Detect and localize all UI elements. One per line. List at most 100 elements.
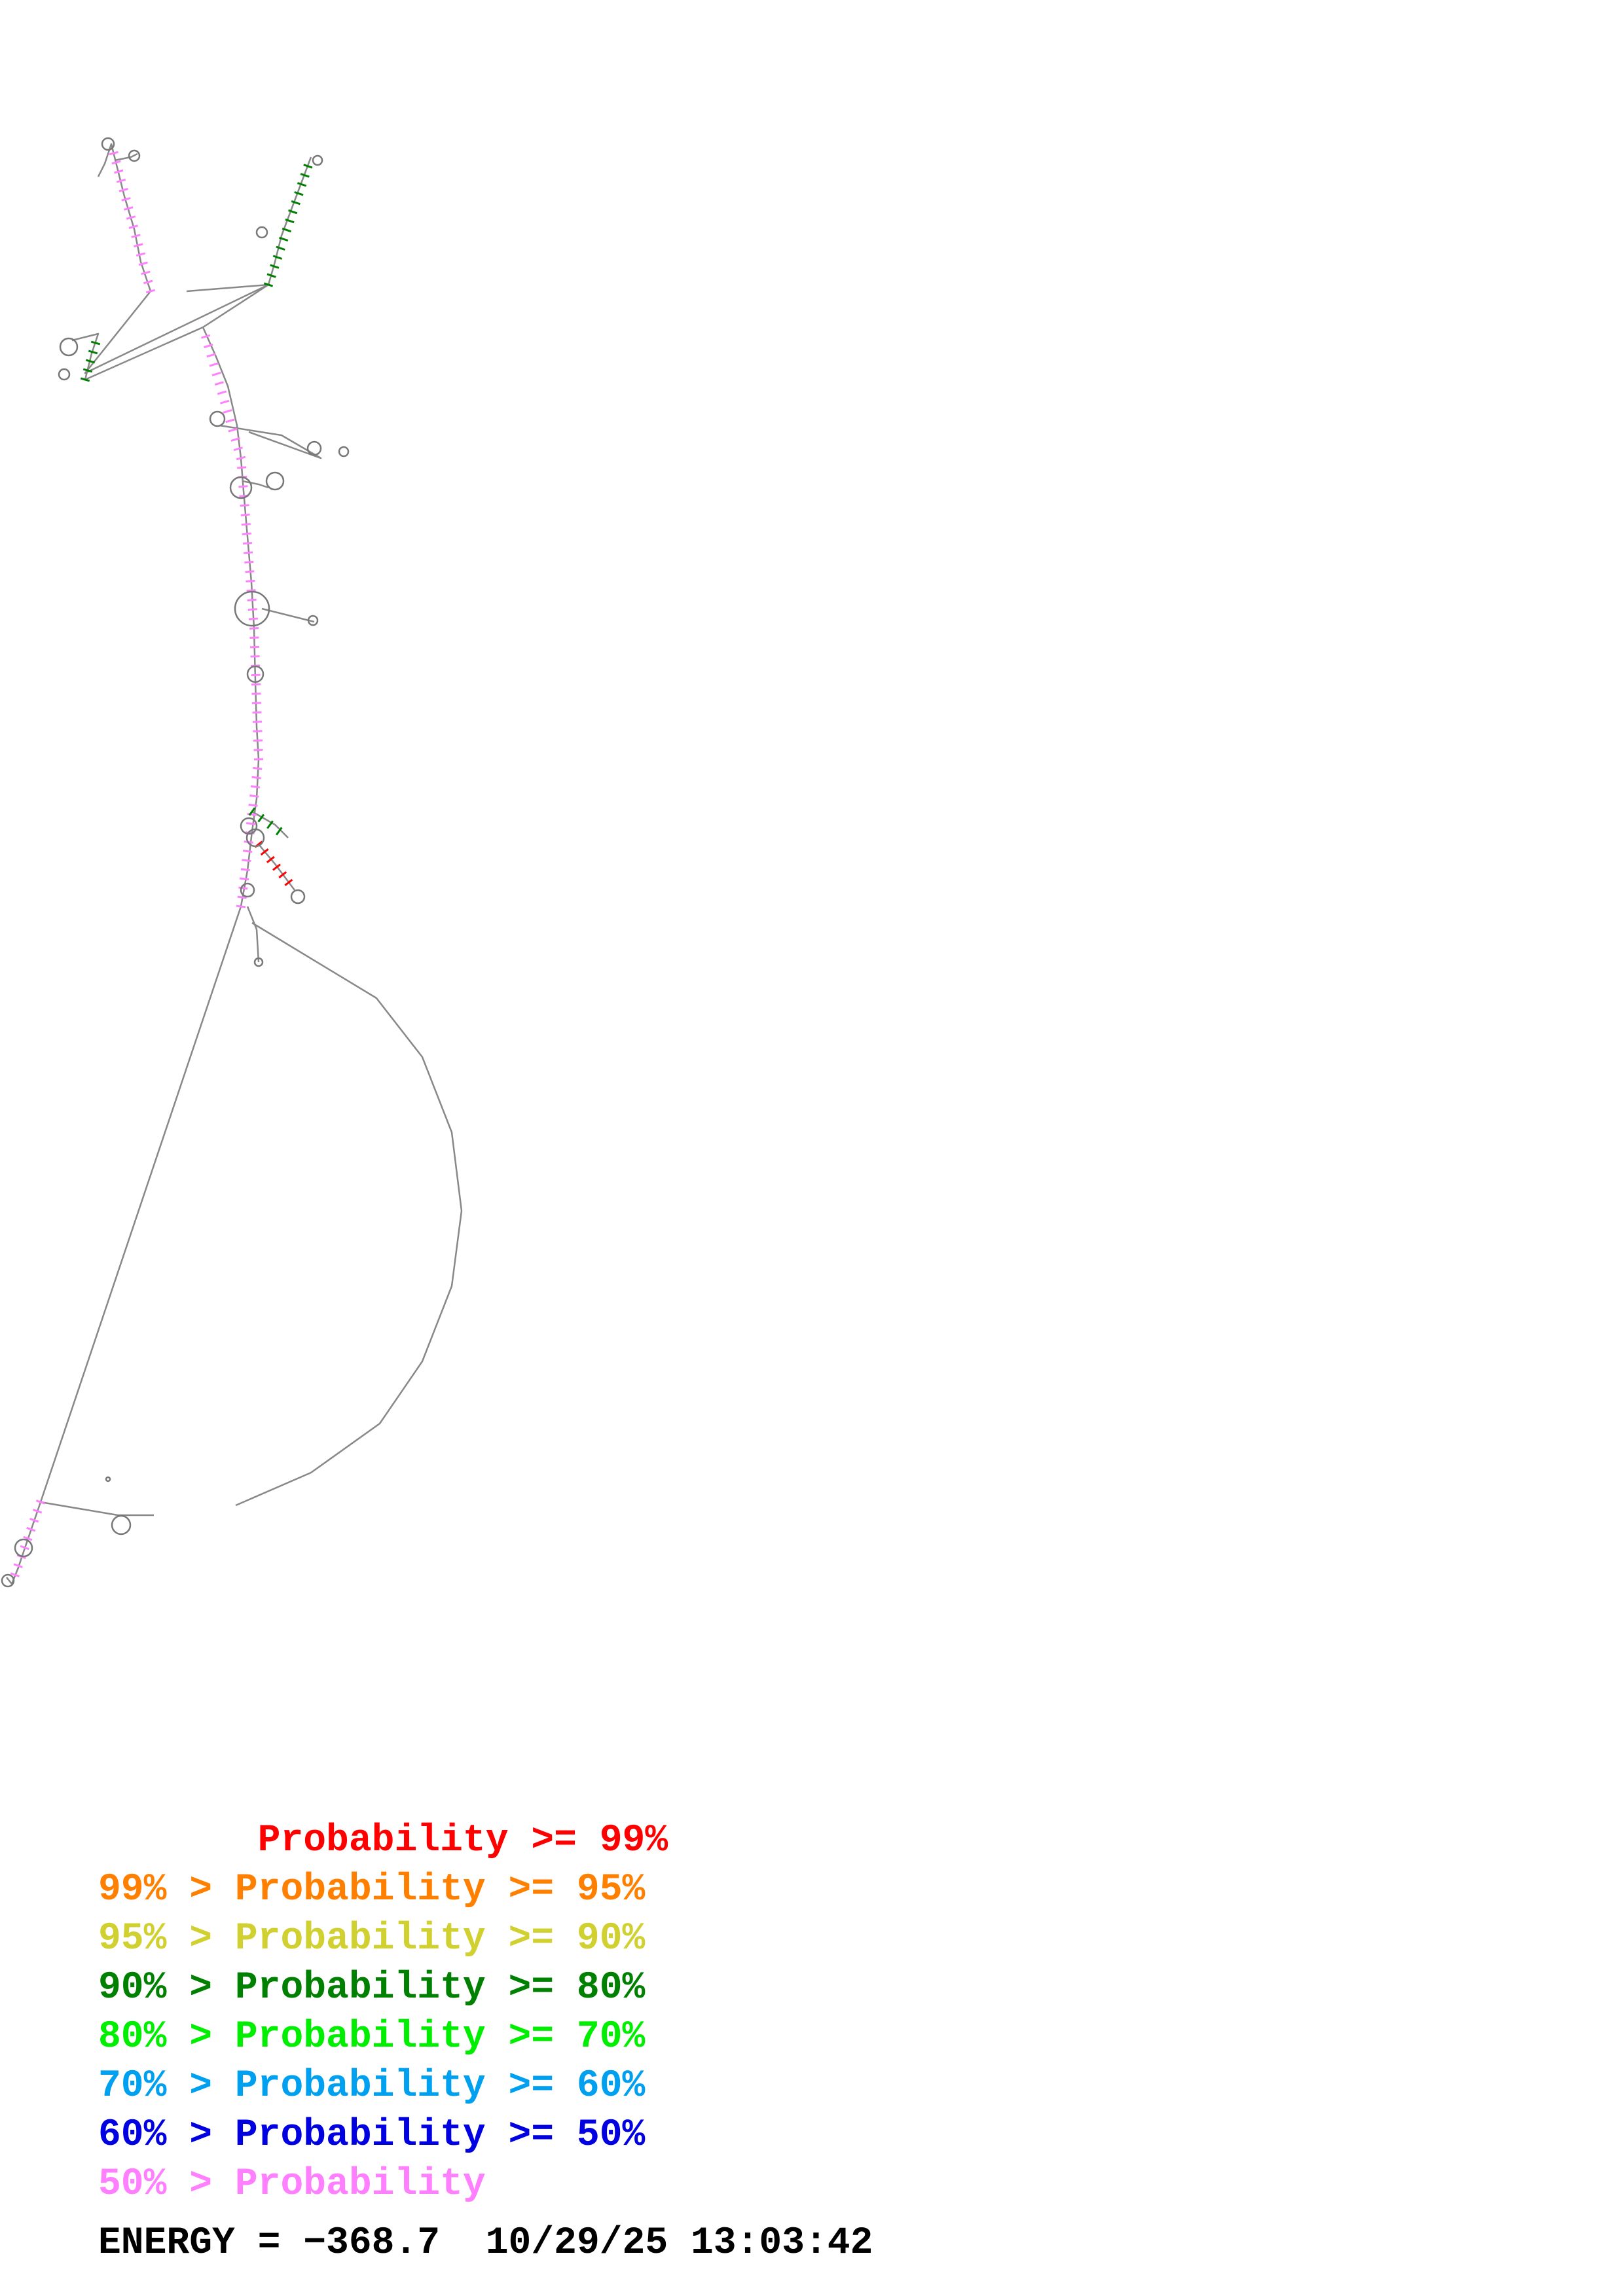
base-pair-tick [257, 814, 265, 823]
base-pair-ticks [10, 151, 313, 1577]
base-pair-tick [206, 353, 216, 358]
base-pair-tick [13, 1563, 23, 1568]
base-pair-tick [247, 608, 257, 611]
backbone-long-left-line [39, 906, 242, 1503]
base-pair-tick [138, 261, 148, 266]
base-pair-tick [211, 372, 221, 376]
rna-structure-diagram [1, 137, 463, 1588]
probability-legend: Probability >= 99% 99% > Probability >= … [98, 1816, 668, 2209]
base-pair-tick [242, 859, 251, 863]
base-pair-tick [272, 255, 283, 260]
upper-left-branch-2 [114, 152, 138, 162]
base-pair-tick [35, 1499, 46, 1505]
base-pair-tick [26, 1526, 36, 1532]
base-pair-tick [240, 513, 250, 516]
hairpin-loop [290, 889, 306, 905]
backbone-lines [6, 143, 463, 1585]
hairpin-loop [307, 615, 319, 626]
base-pair-tick [294, 191, 304, 196]
base-pair-tick [263, 282, 274, 287]
base-pair-tick [291, 200, 301, 206]
backbone-right-arc [235, 922, 463, 1507]
base-pair-tick [260, 848, 269, 856]
main-stem-lower-2 [246, 906, 260, 963]
hairpin-loop [105, 1476, 111, 1482]
legend-row-99: Probability >= 99% [98, 1820, 668, 1862]
legend-row-70: 80% > Probability >= 70% [98, 2016, 646, 2058]
base-pair-tick [240, 504, 249, 507]
energy-footer: ENERGY = −368.7 10/29/25 13:03:42 [98, 2222, 873, 2265]
legend-row-below-50: 50% > Probability [98, 2163, 486, 2206]
hairpin-loop [128, 149, 141, 162]
side-branch-2 [251, 810, 289, 838]
base-pair-tick [250, 785, 261, 789]
base-pair-tick [236, 905, 246, 908]
multi-loop [229, 476, 253, 499]
energy-value: ENERGY = −368.7 [98, 2222, 441, 2265]
base-pair-tick [237, 466, 247, 469]
legend-row-90: 95% > Probability >= 90% [98, 1918, 646, 1960]
upper-cross-line-2 [84, 283, 269, 374]
base-pair-tick [225, 418, 235, 423]
hairpin-loop [312, 154, 323, 166]
base-pair-tick [209, 362, 219, 367]
base-pair-tick [85, 359, 96, 364]
upper-left-branch [97, 143, 152, 292]
hairpin-loop [253, 957, 264, 967]
base-pair-tick [253, 766, 263, 770]
base-pair-tick [143, 279, 153, 285]
base-pair-tick [266, 273, 276, 278]
base-pair-tick [88, 350, 98, 355]
interior-loop [240, 817, 258, 835]
interior-loop [14, 1538, 33, 1558]
base-pair-tick [300, 173, 310, 178]
hairpin-loop [265, 471, 285, 491]
base-pair-tick [278, 871, 287, 879]
interior-loop [246, 665, 264, 683]
base-pair-tick [284, 878, 293, 886]
base-pair-tick [131, 234, 141, 238]
base-pair-tick [111, 160, 121, 165]
legend-row-50: 60% > Probability >= 50% [98, 2114, 646, 2157]
base-pair-tick [238, 886, 248, 890]
base-pair-tick [239, 877, 249, 881]
base-pair-tick [248, 803, 258, 807]
base-pair-tick [240, 868, 250, 872]
base-pair-tick [33, 1509, 43, 1514]
base-pair-tick [233, 446, 243, 452]
base-pair-tick [246, 589, 256, 592]
base-pair-tick [116, 178, 126, 183]
base-pair-tick [214, 381, 224, 386]
base-pair-tick [201, 334, 211, 339]
base-pair-tick [145, 289, 156, 294]
interior-loop [209, 410, 226, 427]
base-pair-tick [126, 215, 136, 220]
base-pair-tick [119, 188, 128, 192]
bottom-branch-line [40, 1501, 154, 1516]
hairpin-loop [306, 440, 322, 456]
multi-loop [234, 590, 270, 627]
base-pair-tick [297, 182, 307, 187]
loops [1, 137, 350, 1588]
base-pair-tick [242, 532, 251, 535]
base-pair-tick [220, 399, 230, 404]
base-pair-tick [244, 551, 253, 554]
base-pair-tick [241, 523, 251, 526]
base-pair-tick [128, 224, 138, 229]
base-pair-tick [270, 264, 280, 269]
base-pair-tick [282, 227, 291, 233]
base-pair-tick [141, 270, 151, 276]
base-pair-tick [285, 218, 295, 224]
base-pair-tick [121, 197, 131, 202]
base-pair-tick [266, 855, 275, 863]
legend-row-60: 70% > Probability >= 60% [98, 2065, 646, 2108]
base-pair-tick [251, 776, 261, 780]
base-pair-tick [247, 813, 257, 816]
side-branch-1 [261, 607, 315, 623]
base-pair-tick [245, 570, 255, 573]
base-pair-tick [109, 151, 119, 156]
base-pair-tick [228, 427, 238, 433]
base-pair-tick [246, 822, 256, 825]
base-pair-tick [114, 169, 124, 174]
left-mid-branch [71, 332, 100, 380]
